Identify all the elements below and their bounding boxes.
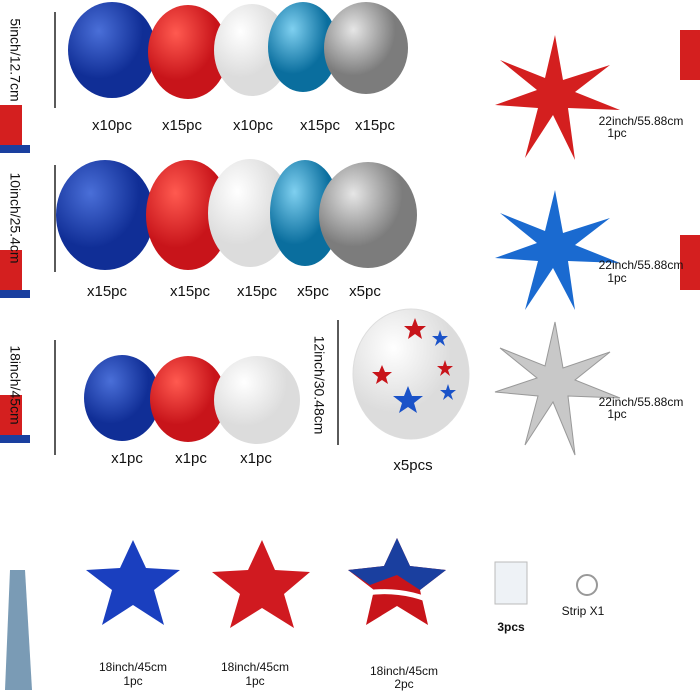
count: x5pc [297,283,329,300]
size-label: 22inch/55.88cm [599,395,684,409]
size-label: 18inch/45cm [370,664,438,678]
decorations [0,30,700,690]
count: x15pc [300,117,341,134]
size-label: 22inch/55.88cm [599,114,684,128]
size-label: 5inch/12.7cm [7,18,23,101]
count: 2pc [394,677,413,691]
size-label: 18inch/45cm [7,345,23,424]
count: x15pc [87,283,128,300]
size-label: 18inch/45cm [221,660,289,674]
count: 1pc [607,126,626,140]
size-label: 18inch/45cm [99,660,167,674]
count: 1pc [607,271,626,285]
starbursts [494,35,621,456]
strip-label: Strip X1 [562,604,605,618]
count: 1pc [245,674,264,688]
count: x10pc [233,117,274,134]
count: x15pc [355,117,396,134]
size-label: 22inch/55.88cm [599,258,684,272]
count: 1pc [123,674,142,688]
measure-lines [54,12,339,455]
count: 1pc [607,407,626,421]
foil-stars [86,538,598,628]
count: x5pc [349,283,381,300]
count: x5pcs [393,457,432,474]
count: x15pc [170,283,211,300]
count: x15pc [162,117,203,134]
count: x1pc [111,450,143,467]
labels: 5inch/12.7cm 10inch/25.4cm 18inch/45cm 1… [7,18,683,691]
count: x15pc [237,283,278,300]
glue-dots-label: 3pcs [497,620,525,634]
count: x1pc [240,450,272,467]
balloons [56,2,470,444]
count: x1pc [175,450,207,467]
size-label: 10inch/25.4cm [7,172,23,263]
size-label: 12inch/30.48cm [311,336,327,435]
count: x10pc [92,117,133,134]
